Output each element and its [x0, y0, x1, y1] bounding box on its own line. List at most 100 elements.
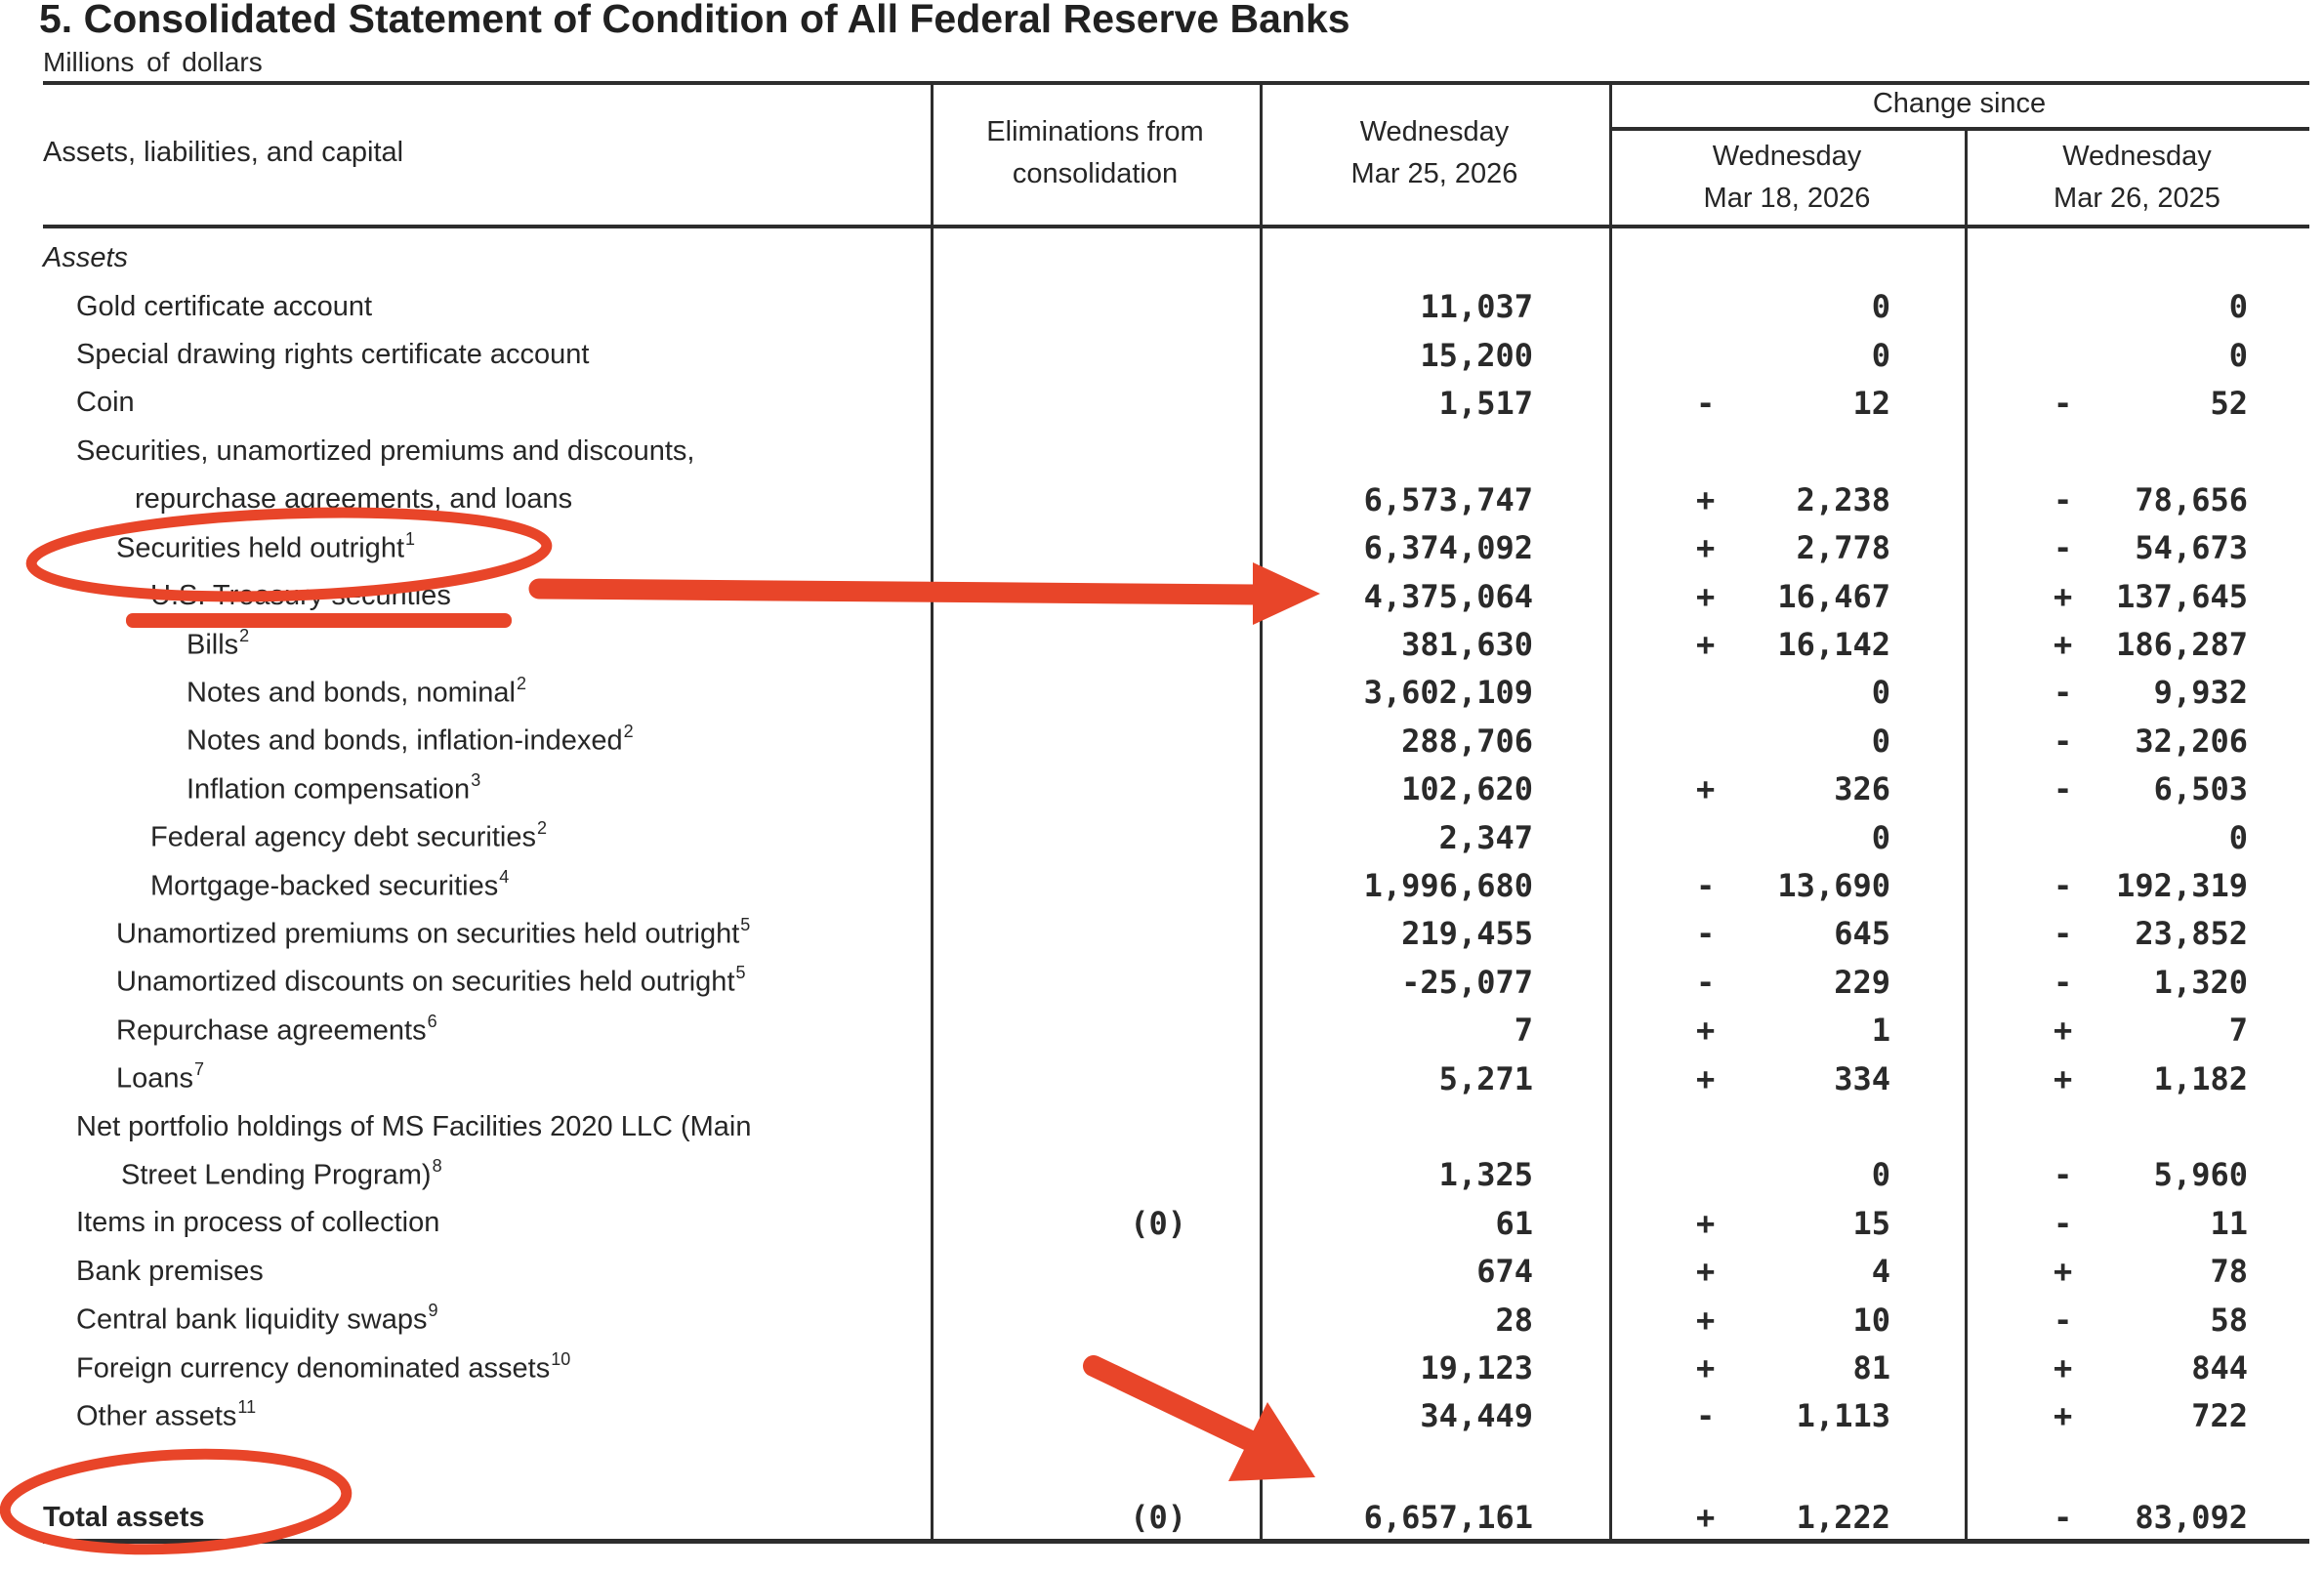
column-divider-current-change: [1609, 81, 1612, 1543]
change-year-sign: -: [2054, 722, 2073, 760]
row-label: Federal agency debt securities2: [0, 818, 931, 854]
row-label-footnote: 2: [516, 674, 526, 694]
cell-current-week-value: 6,573,747: [1363, 480, 1533, 518]
row-label-text: Items in process of collection: [76, 1207, 440, 1239]
change-year-sign: -: [2054, 915, 2073, 953]
cell-change-since-week-ago: 0: [1609, 337, 1965, 374]
change-year-sign: -: [2054, 1301, 2073, 1339]
change-year-value: 54,673: [2135, 529, 2248, 567]
change-year-sign: -: [2054, 480, 2073, 518]
row-label-text: Notes and bonds, nominal: [187, 677, 516, 709]
column-header-eliminations-line1: Eliminations from: [986, 115, 1204, 147]
table-row: Coin 1,517 - 12 - 52: [0, 379, 2324, 427]
table-row: Net portfolio holdings of MS Facilities …: [0, 1102, 2324, 1150]
row-label-text: Net portfolio holdings of MS Facilities …: [76, 1110, 752, 1142]
change-year-value: 192,319: [2116, 866, 2248, 904]
row-label: Securities, unamortized premiums and dis…: [0, 435, 931, 468]
change-week-value: 4: [1871, 1253, 1890, 1291]
cell-change-since-week-ago: - 645: [1609, 915, 1965, 952]
cell-change-since-week-ago: +334: [1609, 1060, 1965, 1097]
change-week-value: 0: [1871, 288, 1890, 326]
change-year-value: 7: [2228, 1012, 2248, 1050]
cell-change-since-year-ago: +78: [1965, 1253, 2309, 1290]
change-week-value: 16,467: [1777, 577, 1890, 615]
table-border-header-bottom: [43, 225, 2309, 228]
column-divider-labels-eliminations: [931, 81, 934, 1543]
row-label-text: Securities held outright: [116, 532, 404, 564]
cell-change-since-week-ago: +81: [1609, 1349, 1965, 1386]
cell-current-week-value: 674: [1476, 1253, 1533, 1291]
cell-current-week-value: 6,374,092: [1363, 529, 1533, 567]
row-label-footnote: 2: [536, 818, 547, 839]
column-header-year-ago: Wednesday Mar 26, 2025: [1965, 131, 2309, 225]
cell-change-since-year-ago: - 54,673: [1965, 529, 2309, 566]
cell-change-since-week-ago: 0: [1609, 674, 1965, 711]
row-label-text: Gold certificate account: [76, 290, 373, 322]
cell-current-week-value: 219,455: [1401, 915, 1533, 953]
change-week-sign: -: [1696, 384, 1716, 422]
change-year-value: 0: [2228, 336, 2248, 374]
row-label-text: Coin: [76, 387, 135, 419]
cell-current-week-value: 102,620: [1401, 770, 1533, 808]
cell-change-since-year-ago: - 192,319: [1965, 867, 2309, 904]
change-week-value: 645: [1834, 915, 1890, 953]
change-week-value: 15: [1852, 1204, 1890, 1242]
table-row: Other assets11 34,449 - 1,113 +722: [0, 1392, 2324, 1440]
column-header-change-since: Change since: [1872, 88, 2047, 119]
row-label: Net portfolio holdings of MS Facilities …: [0, 1111, 931, 1143]
change-week-value: 16,142: [1777, 625, 1890, 663]
cell-eliminations: (0): [1130, 1204, 1186, 1242]
row-label: Gold certificate account: [0, 291, 931, 323]
cell-change-since-year-ago: - 32,206: [1965, 723, 2309, 760]
row-label: Notes and bonds, nominal2: [0, 674, 931, 710]
table-row: Mortgage-backed securities4 1,996,680 - 1…: [0, 861, 2324, 909]
cell-current-week-value: 11,037: [1420, 288, 1533, 326]
row-label-text: Unamortized premiums on securities held …: [116, 918, 740, 950]
row-label: Inflation compensation3: [0, 770, 931, 807]
table-row: Bills2 381,630 +16,142 +186,287: [0, 620, 2324, 668]
change-week-sign: +: [1696, 625, 1716, 663]
row-label: Mortgage-backed securities4: [0, 866, 931, 903]
cell-change-since-week-ago: +326: [1609, 770, 1965, 807]
row-label-footnote: 11: [237, 1397, 257, 1418]
change-week-sign: +: [1696, 1349, 1716, 1387]
row-label-text: Mortgage-backed securities: [150, 870, 499, 902]
column-header-eliminations-line2: consolidation: [1012, 157, 1179, 189]
cell-current-week-value: 381,630: [1401, 625, 1533, 663]
row-label-footnote: 9: [428, 1301, 438, 1321]
cell-change-since-year-ago: 0: [1965, 288, 2309, 325]
row-label-text: Repurchase agreements: [116, 1014, 427, 1047]
table-row: Securities, unamortized premiums and dis…: [0, 428, 2324, 476]
change-year-sign: -: [2054, 1499, 2073, 1537]
row-label-footnote: 4: [499, 866, 510, 887]
cell-current-week-value: 3,602,109: [1363, 674, 1533, 712]
change-year-sign: -: [2054, 1156, 2073, 1194]
row-label: Coin: [0, 387, 931, 419]
table-border-top: [43, 81, 2309, 85]
table-row: Unamortized discounts on securities held…: [0, 958, 2324, 1006]
change-year-sign: -: [2054, 866, 2073, 904]
change-week-value: 1,113: [1796, 1397, 1890, 1435]
table-row: Total assets (0) 6,657,161 +1,222 - 83,09…: [0, 1493, 2324, 1542]
table-row: Federal agency debt securities2 2,347 0 …: [0, 813, 2324, 861]
change-year-value: 78: [2210, 1253, 2248, 1291]
row-label: Unamortized discounts on securities held…: [0, 963, 931, 999]
row-label: Assets: [0, 242, 931, 274]
change-year-sign: +: [2054, 1397, 2073, 1435]
row-label-footnote: 10: [551, 1348, 571, 1369]
change-week-value: 0: [1871, 1156, 1890, 1194]
cell-change-since-year-ago: - 23,852: [1965, 915, 2309, 952]
change-year-value: 9,932: [2153, 674, 2248, 712]
cell-change-since-year-ago: - 5,960: [1965, 1156, 2309, 1193]
row-label-text: Unamortized discounts on securities held…: [116, 967, 735, 999]
change-week-value: 0: [1871, 818, 1890, 856]
row-label-footnote: 7: [194, 1059, 205, 1080]
row-label: Total assets: [0, 1502, 931, 1534]
change-week-sign: +: [1696, 1499, 1716, 1537]
change-year-value: 11: [2210, 1204, 2248, 1242]
change-week-sign: -: [1696, 915, 1716, 953]
change-year-sign: -: [2054, 674, 2073, 712]
change-year-sign: +: [2054, 625, 2073, 663]
row-label-text: repurchase agreements, and loans: [135, 483, 573, 516]
cell-current-week-value: 34,449: [1420, 1397, 1533, 1435]
